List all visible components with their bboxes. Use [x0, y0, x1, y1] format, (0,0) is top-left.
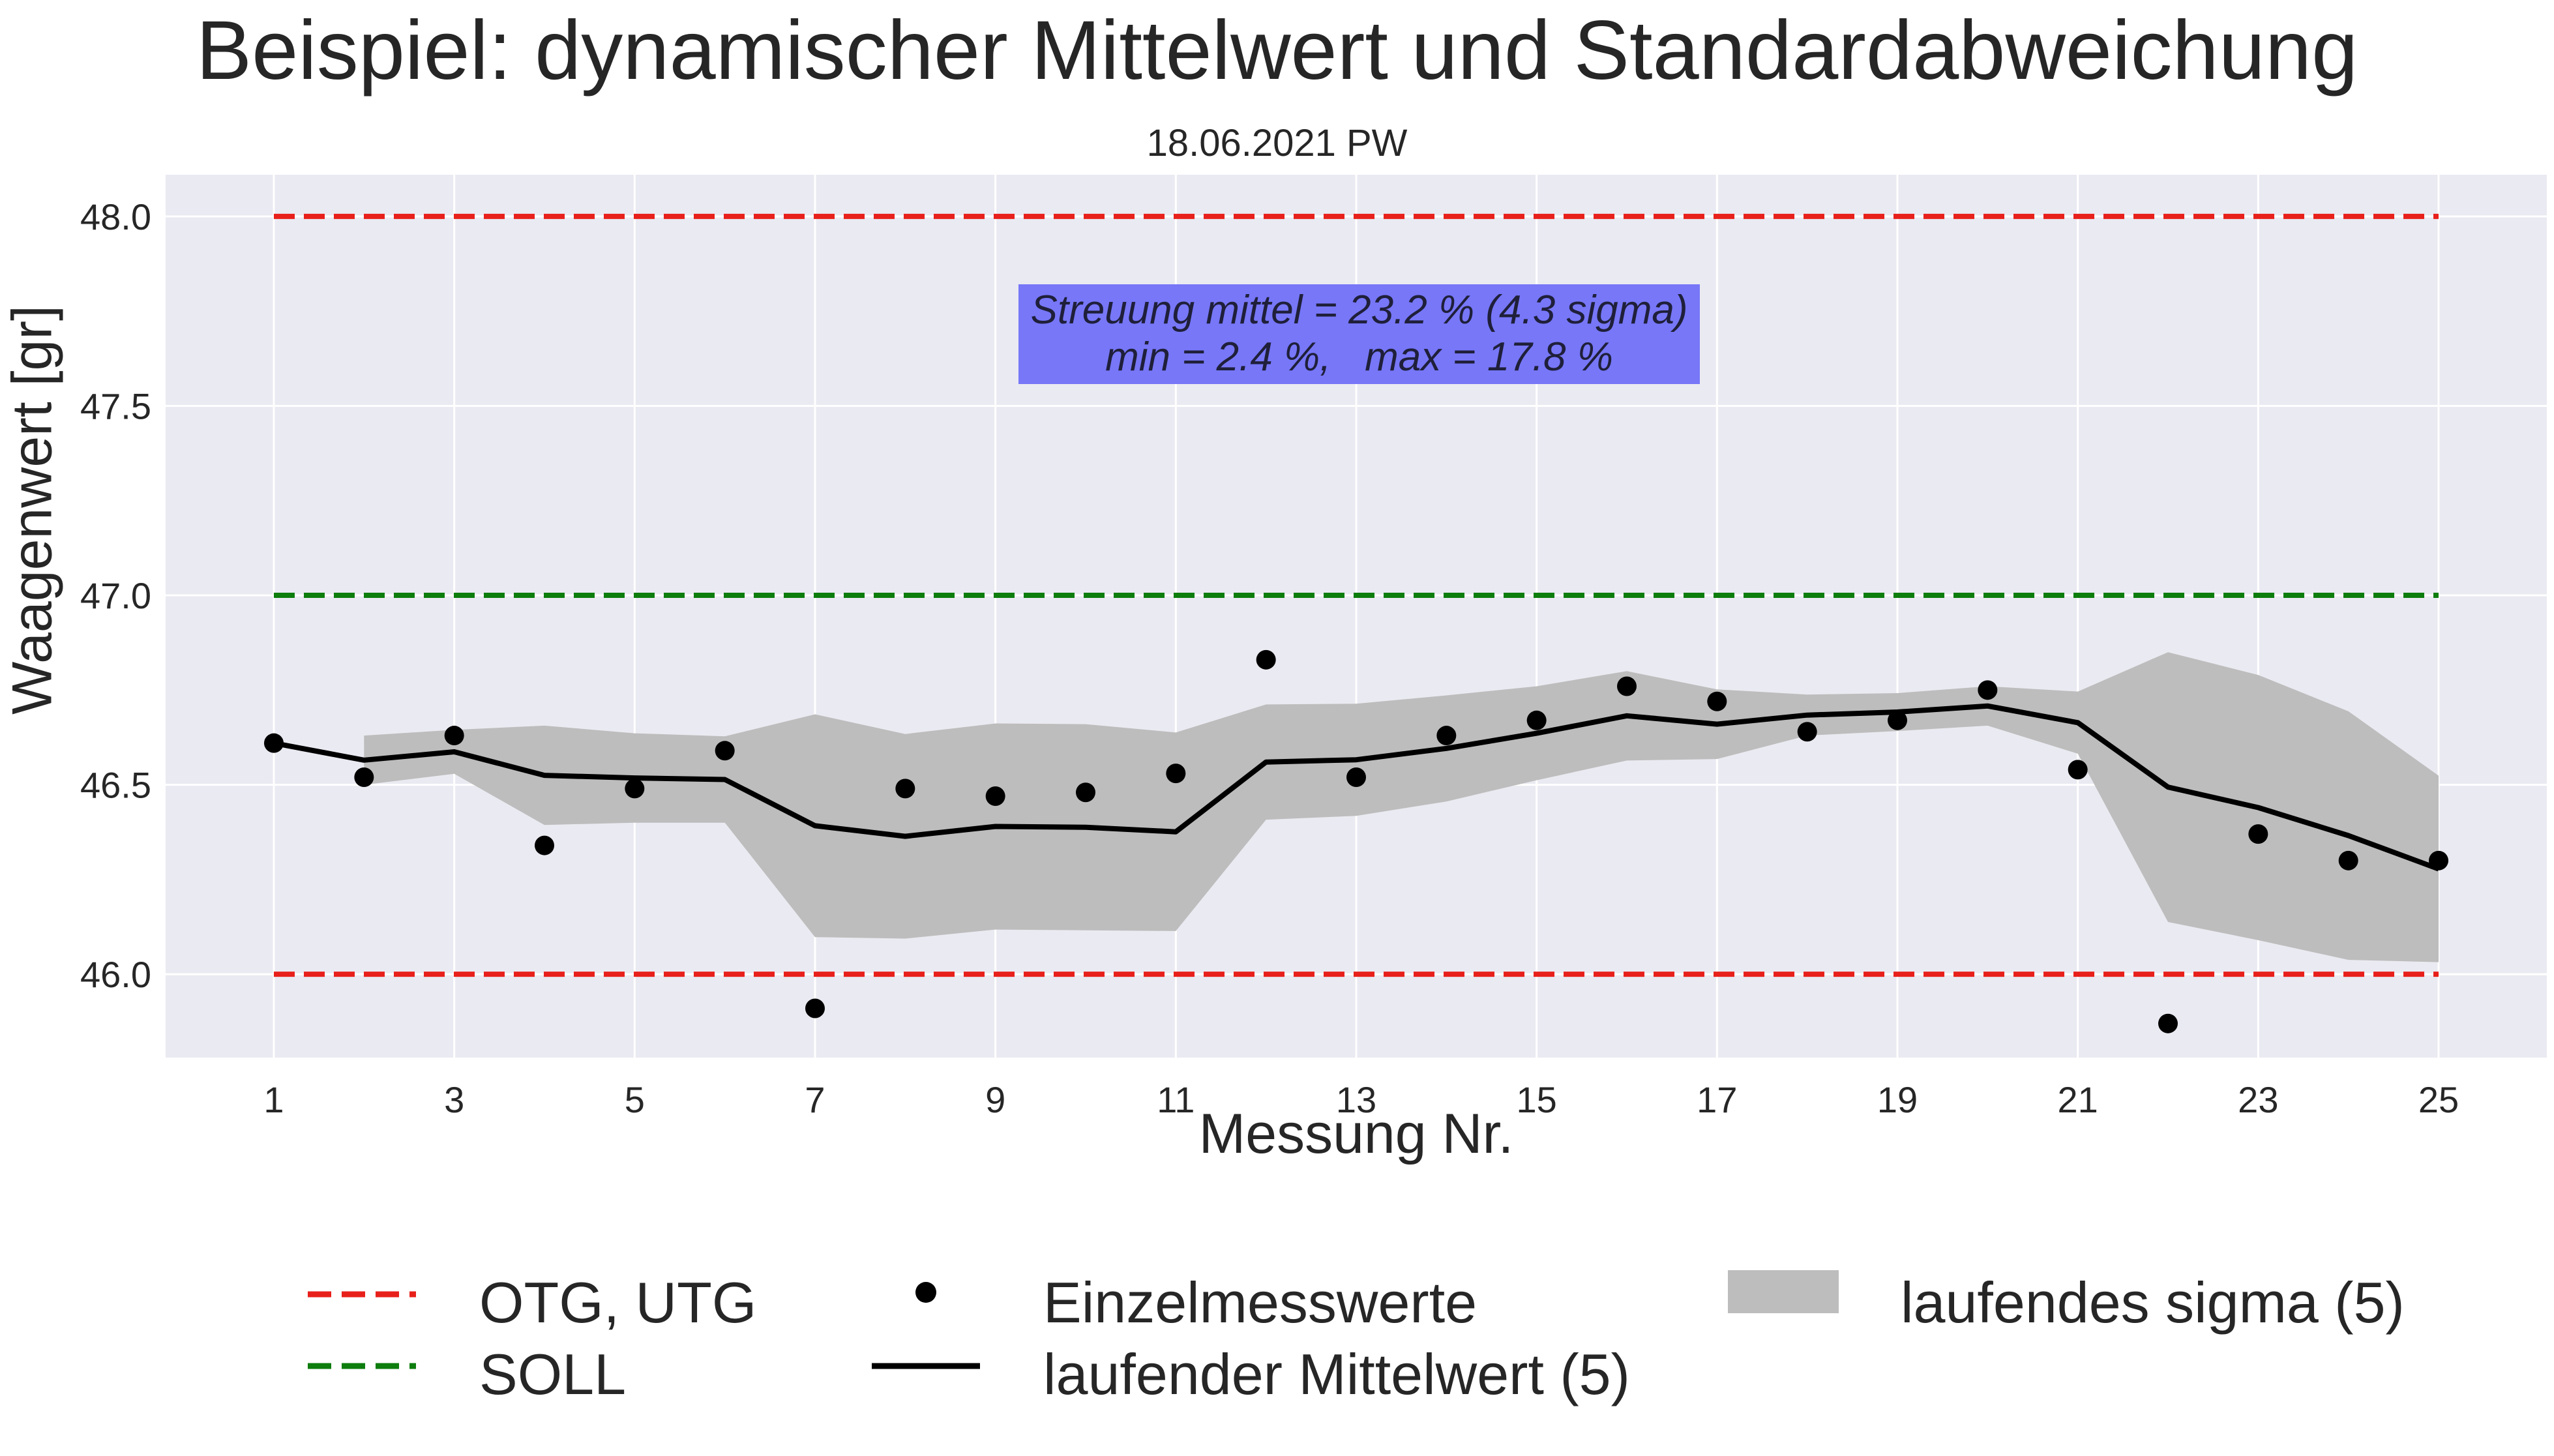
measurement-point [625, 779, 645, 799]
x-tick-label: 13 [1336, 1079, 1376, 1120]
legend-label-einzelmesswerte: Einzelmesswerte [1043, 1270, 1477, 1335]
measurement-point [2338, 850, 2358, 870]
measurement-point [535, 835, 554, 855]
measurement-point [354, 767, 374, 787]
x-tick-label: 9 [985, 1079, 1005, 1120]
measurement-point [1346, 767, 1366, 787]
measurement-point [1166, 764, 1186, 784]
y-tick-label: 46.0 [80, 954, 151, 995]
measurement-point [895, 779, 915, 799]
x-tick-label: 17 [1697, 1079, 1737, 1120]
measurement-point [264, 733, 284, 753]
measurement-point [1256, 649, 1276, 670]
annotation-line-1: Streuung mittel = 23.2 % (4.3 sigma) [1030, 288, 1688, 333]
annotation-line-2: min = 2.4 %, max = 17.8 % [1105, 334, 1613, 379]
legend-symbol-dot [915, 1282, 936, 1303]
chart-subtitle: 18.06.2021 PW [1146, 122, 1408, 164]
legend-symbol-black-line [872, 1363, 980, 1369]
measurement-point [2248, 824, 2268, 844]
x-tick-label: 5 [625, 1079, 645, 1120]
legend-label-otg-utg: OTG, UTG [479, 1270, 757, 1335]
legend-label-mittelwert: laufender Mittelwert (5) [1043, 1342, 1630, 1406]
x-tick-label: 25 [2418, 1079, 2459, 1120]
y-axis-label: Waagenwert [gr] [1, 305, 64, 715]
measurement-point [444, 726, 464, 746]
legend-symbol-red-dashed [308, 1291, 416, 1298]
measurement-point [1526, 710, 1547, 730]
measurement-point [1707, 691, 1727, 711]
measurement-point [1617, 676, 1637, 696]
measurement-point [985, 786, 1005, 807]
y-tick-label: 46.5 [80, 765, 151, 806]
measurement-point [2429, 850, 2448, 870]
x-tick-label: 23 [2238, 1079, 2278, 1120]
x-tick-label: 15 [1517, 1079, 1557, 1120]
legend: OTG, UTG SOLL Einzelmesswerte laufender … [306, 1262, 2458, 1431]
measurement-point [1076, 782, 1095, 803]
x-tick-label: 11 [1157, 1079, 1195, 1120]
measurement-point [1797, 722, 1817, 742]
measurement-point [1436, 726, 1457, 746]
measurement-point [805, 998, 825, 1018]
measurement-point [2158, 1013, 2178, 1033]
x-tick-label: 1 [263, 1079, 284, 1120]
legend-label-soll: SOLL [479, 1342, 627, 1406]
x-tick-label: 21 [2058, 1079, 2098, 1120]
legend-symbol-grey-band [1728, 1270, 1839, 1313]
measurement-point [1978, 680, 1998, 700]
y-tick-label: 47.0 [80, 575, 151, 616]
legend-label-sigma: laufendes sigma (5) [1901, 1270, 2405, 1335]
y-tick-label: 48.0 [80, 196, 151, 237]
sigma-band [364, 652, 2439, 962]
y-tick-label: 47.5 [80, 385, 151, 426]
running-mean-line [273, 703, 2440, 872]
chart-title: Beispiel: dynamischer Mittelwert und Sta… [196, 4, 2358, 97]
measurement-point [715, 741, 735, 761]
x-tick-label: 19 [1877, 1079, 1918, 1120]
legend-symbol-green-dashed [308, 1363, 416, 1369]
measurement-point [1888, 710, 1907, 730]
x-tick-label: 7 [805, 1079, 825, 1120]
x-axis-label: Messung Nr. [1198, 1103, 1514, 1165]
annotation-box: Streuung mittel = 23.2 % (4.3 sigma) min… [1018, 284, 1700, 384]
x-tick-label: 3 [444, 1079, 464, 1120]
measurement-point [2068, 760, 2088, 780]
